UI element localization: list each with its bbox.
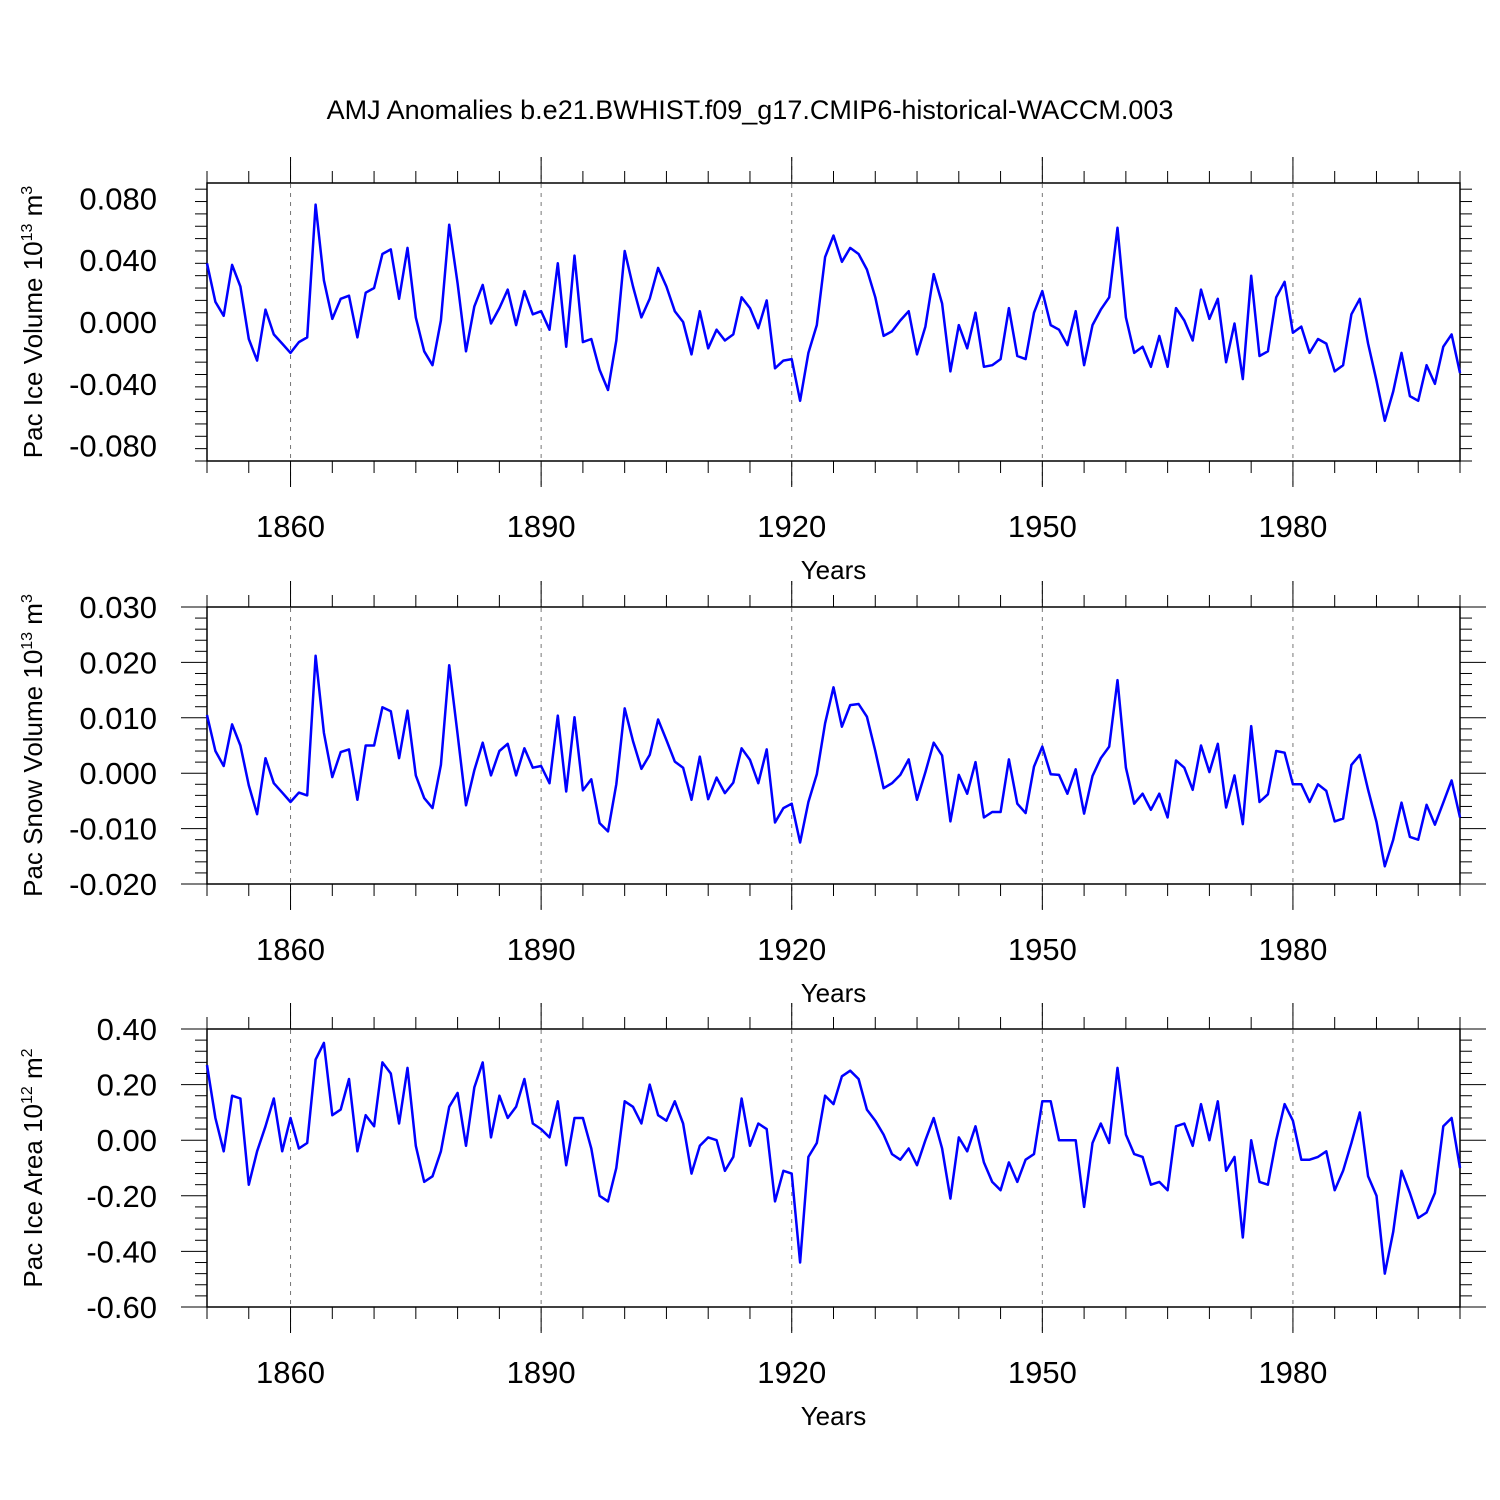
plot-frame <box>206 606 1461 885</box>
pac-ice-area-panel: 1860 1890 1920 1950 1980 -0.60 -0.40 -0.20 0.00 0… <box>18 1003 1486 1431</box>
y-tick-label: 0.00 <box>97 1123 157 1158</box>
y-tick-label: -0.60 <box>86 1290 157 1325</box>
y-tick-label: 0.080 <box>79 181 157 216</box>
y-axis-label: Pac Ice Volume 1013 m3 <box>18 186 48 459</box>
y-axis-label: Pac Snow Volume 1013 m3 <box>18 594 48 897</box>
x-tick-label: 1980 <box>1258 932 1327 967</box>
pac-snow-volume-panel: 1860 1890 1920 1950 1980 -0.020 -0.010 0.000 0.0… <box>18 581 1486 1008</box>
x-tick-label: 1860 <box>256 1355 325 1390</box>
x-tick-label: 1860 <box>256 932 325 967</box>
y-tick-label: 0.40 <box>97 1012 157 1047</box>
y-tick-label: 0.030 <box>79 590 157 625</box>
x-tick-label: 1950 <box>1008 932 1077 967</box>
x-tick-label: 1920 <box>757 932 826 967</box>
x-tick-label: 1950 <box>1008 509 1077 544</box>
y-tick-label: -0.020 <box>69 867 157 902</box>
y-tick-label: -0.20 <box>86 1179 157 1214</box>
y-tick-label: -0.010 <box>69 812 157 847</box>
x-axis-label: Years <box>801 978 867 1008</box>
x-tick-label: 1890 <box>507 509 576 544</box>
x-tick-label: 1890 <box>507 1355 576 1390</box>
y-tick-label: 0.000 <box>79 756 157 791</box>
y-tick-label: 0.040 <box>79 243 157 278</box>
x-tick-label: 1890 <box>507 932 576 967</box>
x-tick-label: 1860 <box>256 509 325 544</box>
x-tick-label: 1920 <box>757 509 826 544</box>
x-tick-label: 1920 <box>757 1355 826 1390</box>
pac-ice-volume-series-line <box>205 203 1462 423</box>
pac-snow-volume-series-line <box>205 654 1462 868</box>
y-tick-label: 0.000 <box>79 305 157 340</box>
y-axis-label: Pac Ice Area 1012 m2 <box>18 1048 48 1287</box>
y-tick-label: 0.010 <box>79 701 157 736</box>
y-tick-label: 0.20 <box>97 1068 157 1103</box>
x-tick-label: 1980 <box>1258 1355 1327 1390</box>
y-tick-label: 0.020 <box>79 645 157 680</box>
x-tick-label: 1950 <box>1008 1355 1077 1390</box>
x-axis-label: Years <box>801 555 867 585</box>
y-tick-label: -0.080 <box>69 429 157 464</box>
panels: 1860 1890 1920 1950 1980 -0.080 -0.040 0.000 0.0… <box>18 157 1486 1431</box>
x-axis-label: Years <box>801 1401 867 1431</box>
y-tick-label: -0.40 <box>86 1234 157 1269</box>
pac-ice-area-series-line <box>205 1041 1462 1275</box>
y-tick-label: -0.040 <box>69 367 157 402</box>
x-tick-label: 1980 <box>1258 509 1327 544</box>
chart-title: AMJ Anomalies b.e21.BWHIST.f09_g17.CMIP6… <box>327 95 1174 125</box>
pac-ice-volume-panel: 1860 1890 1920 1950 1980 -0.080 -0.040 0.000 0.0… <box>18 157 1472 585</box>
